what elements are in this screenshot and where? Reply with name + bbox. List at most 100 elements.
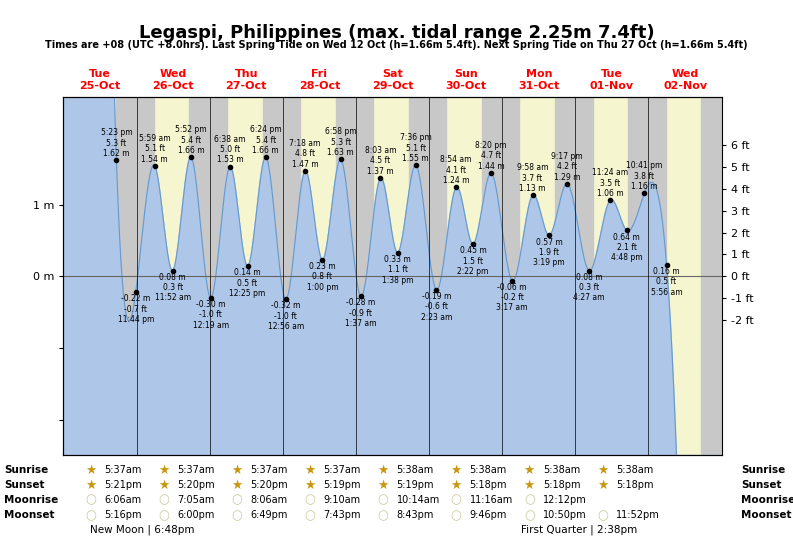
Bar <box>283 97 300 455</box>
Text: 8:03 am
4.5 ft
1.37 m: 8:03 am 4.5 ft 1.37 m <box>365 146 396 176</box>
Text: ★: ★ <box>85 464 96 476</box>
Bar <box>335 97 356 455</box>
Text: -0.19 m
-0.6 ft
2:23 am: -0.19 m -0.6 ft 2:23 am <box>420 292 452 322</box>
Text: ○: ○ <box>158 494 169 507</box>
Text: 5:38am: 5:38am <box>616 465 653 475</box>
Bar <box>701 97 722 455</box>
Text: ★: ★ <box>158 479 169 492</box>
Text: 12:12pm: 12:12pm <box>542 495 587 505</box>
Bar <box>356 97 374 455</box>
Text: ○: ○ <box>524 494 534 507</box>
Text: 5:19pm: 5:19pm <box>396 480 434 490</box>
Text: Mon: Mon <box>526 70 552 79</box>
Text: 7:36 pm
5.1 ft
1.55 m: 7:36 pm 5.1 ft 1.55 m <box>400 133 431 163</box>
Text: -0.28 m
-0.9 ft
1:37 am: -0.28 m -0.9 ft 1:37 am <box>345 299 377 328</box>
Bar <box>136 97 154 455</box>
Text: ○: ○ <box>158 509 169 522</box>
Text: -0.22 m
-0.7 ft
11:44 pm: -0.22 m -0.7 ft 11:44 pm <box>117 294 154 324</box>
Text: 5:16pm: 5:16pm <box>104 510 141 520</box>
Text: ○: ○ <box>450 509 462 522</box>
Text: Moonset: Moonset <box>741 510 792 520</box>
Text: 29-Oct: 29-Oct <box>372 81 413 91</box>
Text: Fri: Fri <box>312 70 328 79</box>
Text: Legaspi, Philippines (max. tidal range 2.25m 7.4ft): Legaspi, Philippines (max. tidal range 2… <box>139 24 654 42</box>
Text: 5:37am: 5:37am <box>177 465 214 475</box>
Text: 5:38am: 5:38am <box>396 465 434 475</box>
Text: -0.06 m
-0.2 ft
3:17 am: -0.06 m -0.2 ft 3:17 am <box>496 282 528 313</box>
Text: ★: ★ <box>231 464 243 476</box>
Text: ★: ★ <box>231 479 243 492</box>
Text: 5:18pm: 5:18pm <box>616 480 653 490</box>
Text: 5:38am: 5:38am <box>469 465 507 475</box>
Text: ★: ★ <box>305 464 316 476</box>
Text: ○: ○ <box>524 509 534 522</box>
Text: 6:00pm: 6:00pm <box>177 510 214 520</box>
Text: 0.08 m
0.3 ft
4:27 am: 0.08 m 0.3 ft 4:27 am <box>573 273 605 302</box>
Text: ★: ★ <box>305 479 316 492</box>
Text: ★: ★ <box>85 479 96 492</box>
Text: ★: ★ <box>377 464 389 476</box>
Text: 5:21pm: 5:21pm <box>104 480 142 490</box>
Text: 6:38 am
5.0 ft
1.53 m: 6:38 am 5.0 ft 1.53 m <box>214 135 246 164</box>
Text: 6:49pm: 6:49pm <box>251 510 288 520</box>
Text: 26-Oct: 26-Oct <box>152 81 193 91</box>
Text: Moonset: Moonset <box>4 510 55 520</box>
Text: 01-Nov: 01-Nov <box>590 81 634 91</box>
Text: 0.08 m
0.3 ft
11:52 am: 0.08 m 0.3 ft 11:52 am <box>155 273 191 302</box>
Text: 8:54 am
4.1 ft
1.24 m: 8:54 am 4.1 ft 1.24 m <box>440 155 472 185</box>
Text: 0.14 m
0.5 ft
12:25 pm: 0.14 m 0.5 ft 12:25 pm <box>229 268 266 298</box>
Text: 6:58 pm
5.3 ft
1.63 m: 6:58 pm 5.3 ft 1.63 m <box>325 127 356 157</box>
Text: 5:20pm: 5:20pm <box>177 480 215 490</box>
Text: 5:18pm: 5:18pm <box>542 480 580 490</box>
Text: 5:37am: 5:37am <box>251 465 288 475</box>
Bar <box>209 97 227 455</box>
Text: ★: ★ <box>377 479 389 492</box>
Text: Moonrise: Moonrise <box>4 495 58 505</box>
Text: ★: ★ <box>450 479 462 492</box>
Bar <box>649 97 665 455</box>
Text: Sunrise: Sunrise <box>741 465 786 475</box>
Text: ★: ★ <box>597 479 608 492</box>
Text: Sunset: Sunset <box>741 480 782 490</box>
Text: ★: ★ <box>523 479 535 492</box>
Text: 02-Nov: 02-Nov <box>663 81 707 91</box>
Text: Sunrise: Sunrise <box>4 465 48 475</box>
Text: 10:50pm: 10:50pm <box>542 510 586 520</box>
Text: 5:52 pm
5.4 ft
1.66 m: 5:52 pm 5.4 ft 1.66 m <box>175 125 207 155</box>
Text: 7:18 am
4.8 ft
1.47 m: 7:18 am 4.8 ft 1.47 m <box>289 139 321 169</box>
Text: 8:43pm: 8:43pm <box>396 510 434 520</box>
Text: ○: ○ <box>305 494 316 507</box>
Text: 0.33 m
1.1 ft
1:38 pm: 0.33 m 1.1 ft 1:38 pm <box>381 255 413 285</box>
Text: -0.32 m
-1.0 ft
12:56 am: -0.32 m -1.0 ft 12:56 am <box>267 301 304 331</box>
Text: 10:41 pm
3.8 ft
1.16 m: 10:41 pm 3.8 ft 1.16 m <box>626 161 663 191</box>
Text: ★: ★ <box>158 464 169 476</box>
Text: 9:58 am
3.7 ft
1.13 m: 9:58 am 3.7 ft 1.13 m <box>517 163 548 193</box>
Text: 11:24 am
3.5 ft
1.06 m: 11:24 am 3.5 ft 1.06 m <box>592 168 628 198</box>
Text: Sunset: Sunset <box>4 480 44 490</box>
Text: 9:17 pm
4.2 ft
1.29 m: 9:17 pm 4.2 ft 1.29 m <box>551 152 583 182</box>
Bar <box>482 97 502 455</box>
Text: Wed: Wed <box>672 70 699 79</box>
Text: Moonrise: Moonrise <box>741 495 793 505</box>
Text: Times are +08 (UTC +8.0hrs). Last Spring Tide on Wed 12 Oct (h=1.66m 5.4ft). Nex: Times are +08 (UTC +8.0hrs). Last Spring… <box>45 40 748 51</box>
Text: Sat: Sat <box>382 70 403 79</box>
Text: 27-Oct: 27-Oct <box>225 81 267 91</box>
Text: 6:06am: 6:06am <box>104 495 141 505</box>
Text: 8:20 pm
4.7 ft
1.44 m: 8:20 pm 4.7 ft 1.44 m <box>475 141 507 171</box>
Text: 9:10am: 9:10am <box>324 495 361 505</box>
Text: ○: ○ <box>232 494 242 507</box>
Text: 0.23 m
0.8 ft
1:00 pm: 0.23 m 0.8 ft 1:00 pm <box>307 262 339 292</box>
Text: 5:19pm: 5:19pm <box>324 480 361 490</box>
Bar <box>576 97 592 455</box>
Text: ○: ○ <box>85 494 96 507</box>
Bar <box>555 97 576 455</box>
Bar <box>262 97 283 455</box>
Text: ★: ★ <box>523 464 535 476</box>
Text: 5:59 am
5.1 ft
1.54 m: 5:59 am 5.1 ft 1.54 m <box>139 134 170 164</box>
Text: 0.16 m
0.5 ft
5:56 am: 0.16 m 0.5 ft 5:56 am <box>651 267 683 296</box>
Text: ○: ○ <box>305 509 316 522</box>
Bar <box>190 97 209 455</box>
Bar <box>628 97 649 455</box>
Text: Tue: Tue <box>601 70 623 79</box>
Text: 11:52pm: 11:52pm <box>616 510 660 520</box>
